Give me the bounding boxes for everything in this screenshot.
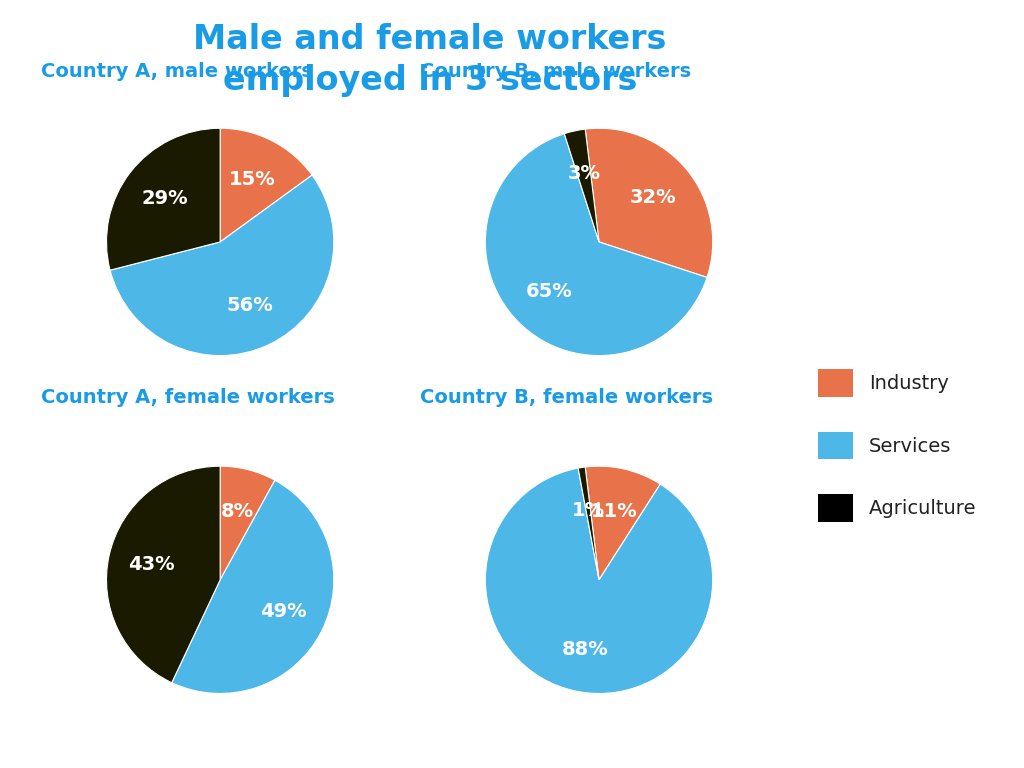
Wedge shape	[220, 466, 274, 580]
Text: Country B, female workers: Country B, female workers	[420, 388, 713, 407]
Wedge shape	[579, 467, 599, 580]
Text: 56%: 56%	[226, 296, 273, 315]
Text: Country B, male workers: Country B, male workers	[420, 61, 691, 81]
Text: 65%: 65%	[525, 282, 572, 301]
Text: 49%: 49%	[260, 602, 306, 621]
Legend: Industry, Services, Agriculture: Industry, Services, Agriculture	[808, 359, 986, 531]
Wedge shape	[564, 129, 599, 242]
Wedge shape	[485, 468, 713, 694]
Text: Male and female workers
employed in 3 sectors: Male and female workers employed in 3 se…	[194, 23, 667, 97]
Text: 29%: 29%	[141, 189, 187, 208]
Text: 15%: 15%	[228, 170, 275, 189]
Text: Country A, male workers: Country A, male workers	[41, 61, 313, 81]
Wedge shape	[172, 480, 334, 694]
Text: 11%: 11%	[591, 502, 638, 521]
Wedge shape	[220, 128, 312, 242]
Wedge shape	[110, 175, 334, 356]
Text: 88%: 88%	[562, 640, 609, 658]
Text: 3%: 3%	[567, 164, 600, 183]
Text: 32%: 32%	[630, 187, 677, 207]
Text: Country A, female workers: Country A, female workers	[41, 388, 335, 407]
Wedge shape	[106, 466, 220, 683]
Wedge shape	[106, 128, 220, 270]
Text: 1%: 1%	[571, 501, 605, 520]
Text: 43%: 43%	[128, 555, 175, 574]
Text: 8%: 8%	[221, 502, 254, 521]
Wedge shape	[585, 466, 660, 580]
Wedge shape	[585, 128, 713, 277]
Wedge shape	[485, 134, 707, 356]
